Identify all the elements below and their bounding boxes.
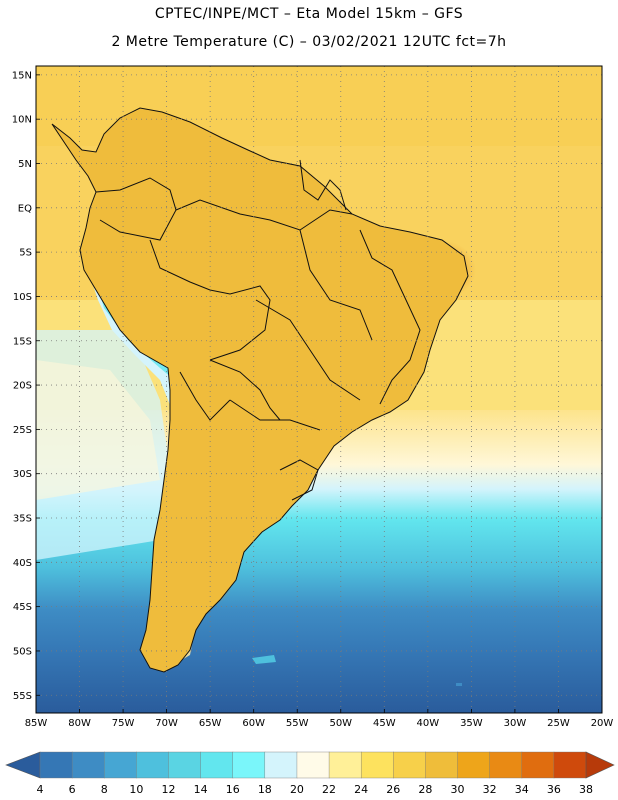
lon-tick-label: 40W [417,718,440,729]
border-brazil-north [175,199,353,231]
colorbar: 4 6 8 10 12 14 16 18 20 22 24 26 28 30 32 34 36 38 [5,751,615,796]
colorbar-segment [360,751,394,779]
lat-tick-label: 35S [13,514,32,525]
colorbar-tick-label: 34 [515,783,529,796]
lon-tick-label: 85W [25,718,48,729]
colorbar-segment [232,751,266,779]
lat-tick-label: 40S [13,558,32,569]
falkland-islands [252,655,276,664]
lat-tick-label: 5N [18,159,32,170]
lat-tick-label: 15S [13,336,32,347]
lon-tick-label: 20W [591,718,614,729]
border-guianas [299,159,347,211]
colorbar-tick-label: 28 [418,783,432,796]
colorbar-segment [489,751,523,779]
map-title-line-1: CPTEC/INPE/MCT – Eta Model 15km – GFS [154,6,464,22]
lat-tick-label: 10S [13,292,32,303]
colorbar-tick-label: 24 [354,783,368,796]
border-brazil-states-south [255,299,361,401]
colorbar-tick-label: 36 [547,783,561,796]
lat-tick-label: 10N [12,115,32,126]
colorbar-tick-label: 12 [161,783,175,796]
lat-tick-label: 55S [13,691,32,702]
colorbar-segment [264,751,298,779]
lon-tick-label: 80W [68,718,91,729]
border-uruguay [279,459,319,501]
lon-tick-label: 50W [329,718,352,729]
pacific-mild-band [36,360,160,500]
lat-tick-label: 50S [13,646,32,657]
colorbar-high-arrow [585,751,615,779]
colorbar-tick-label: 30 [451,783,465,796]
lon-tick-label: 70W [155,718,178,729]
south-georgia [456,683,462,686]
lon-tick-label: 35W [460,718,483,729]
colorbar-tick-label: 20 [290,783,304,796]
longitude-labels: 85W 80W 75W 70W 65W 60W 55W 50W 45W 40W 35W 30W 25W 2… [25,709,614,729]
border-brazil-states-central [299,229,373,341]
colorbar-segment [200,751,234,779]
colorbar-tick-label: 14 [194,783,208,796]
lat-tick-label: 20S [13,381,32,392]
lat-tick-label: EQ [18,203,32,214]
lat-tick-label: 30S [13,469,32,480]
lat-tick-label: 45S [13,602,32,613]
colorbar-tick-label: 22 [322,783,336,796]
border-colombia [95,177,177,241]
colorbar-tick-label: 6 [69,783,76,796]
lon-tick-label: 65W [199,718,222,729]
lon-tick-label: 45W [373,718,396,729]
colorbar-tick-label: 38 [579,783,593,796]
lon-tick-label: 25W [547,718,570,729]
colorbar-segment [39,751,73,779]
colorbar-tick-label: 16 [226,783,240,796]
map-frame [35,65,603,714]
colorbar-segment [457,751,491,779]
country-borders [51,107,469,673]
border-brazil-states-east [359,229,421,405]
lon-tick-label: 75W [112,718,135,729]
lon-tick-label: 30W [504,718,527,729]
colorbar-segment [104,751,137,779]
colorbar-segment [521,751,555,779]
map-title-line-2: 2 Metre Temperature (C) – 03/02/2021 12U… [111,34,507,50]
colorbar-segment [425,751,459,779]
colorbar-segment [168,751,202,779]
colorbar-segment [553,751,587,779]
border-chile-argentina-north [179,371,231,421]
colorbar-tick-label: 4 [37,783,44,796]
border-paraguay-south [229,399,321,431]
colorbar-tick-label: 10 [129,783,143,796]
latitude-labels: 15N 10N 5N EQ 5S 10S 15S 20S 25S 30S 35S 40S 45S 50S 5… [12,70,40,702]
colorbar-low-arrow [5,751,41,779]
lon-tick-label: 60W [242,718,265,729]
lon-tick-label: 55W [286,718,309,729]
colorbar-segment [71,751,105,779]
lat-tick-label: 5S [19,248,32,259]
lat-tick-label: 25S [13,425,32,436]
border-brazil-west [149,239,271,361]
colorbar-tick-label: 8 [101,783,108,796]
colorbar-tick-label: 18 [258,783,272,796]
colorbar-segment [328,751,362,779]
colorbar-segment [296,751,330,779]
colorbar-tick-label: 26 [386,783,400,796]
colorbar-tick-label: 32 [483,783,497,796]
lat-tick-label: 15N [12,70,32,81]
colorbar-segment [393,751,426,779]
border-bolivia-paraguay [209,359,281,421]
colorbar-segment [136,751,169,779]
